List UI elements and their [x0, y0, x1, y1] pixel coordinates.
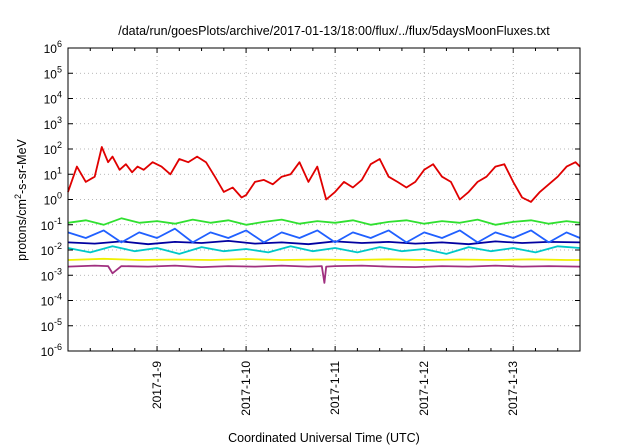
y-tick-exponent: -4: [54, 292, 62, 302]
y-axis-title-part-1: protons/cm: [15, 199, 29, 261]
y-tick-exponent: -1: [54, 216, 62, 226]
y-tick-exponent: 4: [57, 90, 62, 100]
y-tick-label: 104: [44, 90, 62, 107]
y-tick-label: 10-2: [41, 241, 62, 258]
grid-lines: [68, 48, 580, 351]
y-tick-label: 105: [44, 64, 62, 81]
x-tick-label: 2017-1-13: [506, 361, 520, 416]
y-tick-label: 10-6: [41, 342, 62, 359]
y-tick-base: 10: [44, 168, 58, 182]
y-tick-base: 10: [44, 42, 58, 56]
series-line-3: [67, 239, 581, 246]
x-tick-label: 2017-1-11: [328, 361, 342, 415]
y-tick-exponent: 6: [57, 39, 62, 49]
y-tick-label: 106: [44, 39, 62, 56]
y-tick-base: 10: [44, 194, 58, 208]
y-tick-exponent: -5: [54, 317, 62, 327]
y-tick-label: 101: [44, 165, 62, 182]
chart-title: /data/run/goesPlots/archive/2017-01-13/1…: [118, 24, 550, 38]
y-tick-label: 103: [44, 115, 62, 132]
y-tick-base: 10: [41, 219, 55, 233]
y-tick-exponent: 3: [57, 115, 62, 125]
y-tick-exponent: 1: [57, 165, 62, 175]
y-axis-title-sup: 2: [13, 194, 23, 199]
y-tick-label: 102: [44, 140, 62, 157]
series-line-0: [67, 146, 581, 203]
y-tick-base: 10: [44, 93, 58, 107]
y-axis-title: protons/cm2-s-sr-MeV: [13, 138, 29, 260]
y-tick-base: 10: [41, 345, 55, 359]
y-tick-exponent: 0: [57, 191, 62, 201]
series-line-5: [67, 257, 580, 261]
y-tick-base: 10: [41, 295, 55, 309]
series-line-4: [67, 245, 581, 255]
y-tick-base: 10: [41, 320, 55, 334]
x-axis-title: Coordinated Universal Time (UTC): [228, 431, 420, 445]
y-tick-base: 10: [44, 143, 58, 157]
y-tick-exponent: -6: [54, 342, 62, 352]
y-tick-label: 10-3: [41, 266, 62, 283]
x-tick-label: 2017-1-9: [150, 361, 164, 409]
y-tick-label: 100: [44, 191, 62, 208]
y-tick-label: 10-4: [41, 292, 62, 309]
y-axis-ticks: 10-610-510-410-310-210-11001011021031041…: [41, 39, 580, 359]
x-axis-ticks: 2017-1-9 2017-1-10 2017-1-11 2017-1-12 2017-…: [89, 48, 559, 416]
y-tick-label: 10-1: [41, 216, 62, 233]
y-tick-exponent: 5: [57, 64, 62, 74]
y-tick-base: 10: [41, 269, 55, 283]
y-tick-base: 10: [44, 67, 58, 81]
y-tick-base: 10: [44, 118, 58, 132]
series-line-1: [67, 217, 581, 226]
y-tick-label: 10-5: [41, 317, 62, 334]
x-tick-label: 2017-1-12: [417, 361, 431, 416]
y-tick-exponent: 2: [57, 140, 62, 150]
y-tick-exponent: -3: [54, 266, 62, 276]
y-tick-exponent: -2: [54, 241, 62, 251]
y-axis-title-part-2: -s-sr-MeV: [15, 138, 29, 194]
series-line-6: [67, 264, 581, 284]
series-line-2: [67, 227, 581, 244]
y-tick-base: 10: [41, 244, 55, 258]
data-series: [67, 146, 581, 284]
x-tick-label: 2017-1-10: [239, 361, 253, 416]
